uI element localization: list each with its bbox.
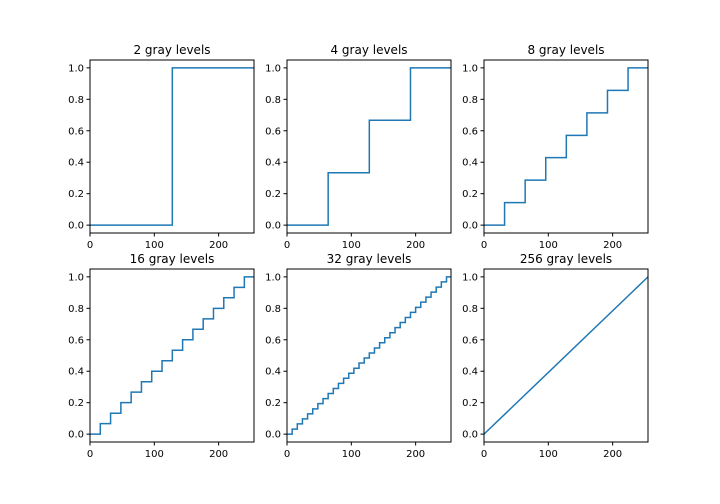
y-tick-label: 0.0	[68, 430, 84, 441]
y-tick-label: 1.0	[68, 63, 84, 74]
subplot-title: 8 gray levels	[527, 43, 604, 57]
y-tick-label: 0.6	[68, 335, 84, 346]
y-tick-label: 0.4	[265, 367, 281, 378]
y-tick-label: 0.4	[265, 158, 281, 169]
y-tick-label: 0.2	[68, 189, 84, 200]
x-tick-label: 200	[209, 240, 228, 251]
y-tick-label: 0.4	[462, 367, 478, 378]
y-tick-label: 0.6	[462, 126, 478, 137]
x-tick-label: 200	[209, 449, 228, 460]
subplot-title: 2 gray levels	[133, 43, 210, 57]
x-tick-label: 200	[603, 240, 622, 251]
series-line	[90, 67, 254, 226]
y-tick-label: 0.2	[68, 398, 84, 409]
subplot-32-gray-levels: 32 gray levels 0 100 200 0.0 0.2 0.4 0.6 0.8 1.0	[265, 252, 452, 460]
x-tick-label: 0	[481, 240, 487, 251]
y-tick-label: 1.0	[265, 272, 281, 283]
axes-frame	[89, 59, 255, 234]
x-tick-label: 0	[481, 449, 487, 460]
series-line	[483, 276, 649, 435]
axes-frame	[483, 268, 649, 443]
y-tick-label: 0.2	[462, 189, 478, 200]
y-tick-label: 1.0	[462, 272, 478, 283]
y-tick-label: 1.0	[265, 63, 281, 74]
y-tick-label: 1.0	[68, 272, 84, 283]
x-tick-label: 0	[284, 240, 290, 251]
x-tick-label: 100	[145, 449, 164, 460]
y-tick-label: 0.8	[68, 95, 84, 106]
y-tick-label: 0.0	[265, 221, 281, 232]
y-tick-label: 0.2	[462, 398, 478, 409]
y-tick-label: 0.8	[265, 304, 281, 315]
x-tick-label: 200	[406, 449, 425, 460]
y-tick-label: 0.4	[462, 158, 478, 169]
subplot-256-gray-levels: 256 gray levels 0 100 200 0.0 0.2 0.4 0.6 0.8 1.0	[462, 252, 649, 460]
axes-frame	[286, 268, 452, 443]
y-tick-label: 0.0	[462, 430, 478, 441]
subplot-4-gray-levels: 4 gray levels 0 100 200 0.0 0.2 0.4 0.6 0.8 1.0	[265, 43, 452, 251]
series-line	[90, 276, 254, 435]
y-tick-label: 0.6	[265, 335, 281, 346]
x-tick-label: 100	[342, 240, 361, 251]
y-tick-label: 0.0	[265, 430, 281, 441]
y-tick-label: 0.8	[265, 95, 281, 106]
y-tick-label: 0.8	[462, 95, 478, 106]
y-tick-label: 0.6	[68, 126, 84, 137]
x-tick-label: 0	[284, 449, 290, 460]
x-tick-label: 100	[145, 240, 164, 251]
y-tick-label: 0.0	[462, 221, 478, 232]
y-tick-label: 0.2	[265, 189, 281, 200]
series-line	[287, 67, 451, 226]
series-line	[287, 276, 451, 435]
x-tick-label: 0	[87, 240, 93, 251]
subplot-2-gray-levels: 2 gray levels 0 100 200 0.0 0.2 0.4 0.6 0.8 1.0	[68, 43, 255, 251]
y-tick-label: 0.6	[265, 126, 281, 137]
y-tick-label: 0.0	[68, 221, 84, 232]
subplot-title: 16 gray levels	[130, 252, 215, 266]
x-tick-label: 200	[406, 240, 425, 251]
y-tick-label: 0.2	[265, 398, 281, 409]
series-line	[484, 67, 648, 226]
axes-frame	[286, 59, 452, 234]
axes-frame	[483, 59, 649, 234]
subplot-8-gray-levels: 8 gray levels 0 100 200 0.0 0.2 0.4 0.6 0.8 1.0	[462, 43, 649, 251]
x-tick-label: 100	[342, 449, 361, 460]
axes-frame	[89, 268, 255, 443]
x-tick-label: 100	[539, 449, 558, 460]
y-tick-label: 1.0	[462, 63, 478, 74]
subplot-title: 256 gray levels	[520, 252, 612, 266]
y-tick-label: 0.8	[462, 304, 478, 315]
x-tick-label: 0	[87, 449, 93, 460]
y-tick-label: 0.6	[462, 335, 478, 346]
subplot-16-gray-levels: 16 gray levels 0 100 200 0.0 0.2 0.4 0.6 0.8 1.0	[68, 252, 255, 460]
y-tick-label: 0.4	[68, 158, 84, 169]
y-tick-label: 0.4	[68, 367, 84, 378]
subplot-title: 4 gray levels	[330, 43, 407, 57]
y-tick-label: 0.8	[68, 304, 84, 315]
subplot-title: 32 gray levels	[327, 252, 412, 266]
x-tick-label: 100	[539, 240, 558, 251]
x-tick-label: 200	[603, 449, 622, 460]
